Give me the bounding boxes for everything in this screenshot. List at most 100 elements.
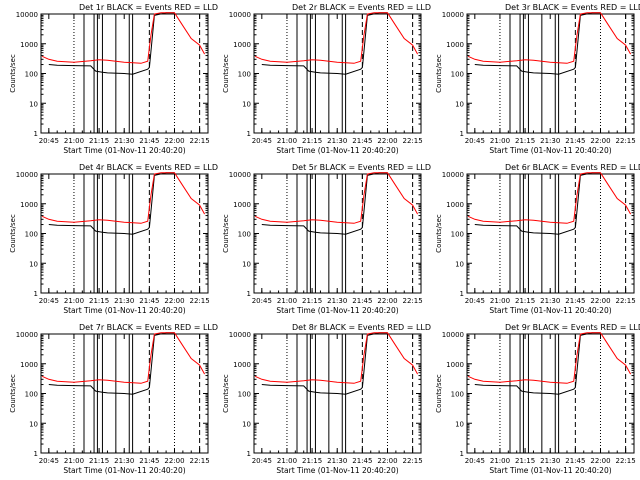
x-tick-label: 21:45: [139, 457, 159, 465]
y-tick-label: 100: [451, 231, 464, 239]
x-tick-label: 20:45: [465, 457, 485, 465]
y-tick-label: 10: [242, 100, 251, 108]
x-tick-label: 21:45: [565, 137, 585, 145]
y-tick-label: 1: [34, 450, 38, 458]
x-tick-label: 21:15: [89, 137, 109, 145]
y-tick-label: 10000: [229, 331, 251, 339]
y-tick-label: 10: [29, 260, 38, 268]
x-tick-label: 21:15: [302, 297, 322, 305]
panel-4: Det 4r BLACK = Events RED = LLD 1 10 100 100…: [9, 163, 218, 315]
y-tick-label: 1000: [233, 361, 251, 369]
x-tick-label: 21:00: [490, 297, 510, 305]
y-tick-label: 100: [25, 71, 38, 79]
x-tick-label: 21:45: [139, 297, 159, 305]
x-tick-label: 22:00: [590, 137, 610, 145]
series-events: [474, 172, 601, 235]
y-tick-label: 10: [455, 100, 464, 108]
x-tick-label: 21:15: [302, 457, 322, 465]
x-tick-label: 22:00: [164, 137, 184, 145]
x-tick-label: 21:30: [327, 297, 347, 305]
x-tick-label: 20:45: [39, 457, 59, 465]
y-axis-label: Counts/sec: [9, 374, 17, 413]
series-lld: [254, 172, 419, 224]
panel-5: Det 5r BLACK = Events RED = LLD 1 10 100 100…: [222, 163, 431, 315]
x-axis-label: Start Time (01-Nov-11 20:40:20): [63, 306, 185, 315]
x-tick-label: 22:15: [403, 457, 423, 465]
panel-3: Det 3r BLACK = Events RED = LLD 1 10 100 100…: [435, 3, 640, 155]
series-lld: [254, 332, 419, 384]
series-lld: [41, 12, 206, 64]
panel-1: Det 1r BLACK = Events RED = LLD 1 10 100 100…: [9, 3, 218, 155]
y-tick-label: 10: [242, 420, 251, 428]
panel-2: Det 2r BLACK = Events RED = LLD 1 10 100 100…: [222, 3, 431, 155]
series-lld: [41, 172, 206, 224]
y-tick-label: 1000: [20, 361, 38, 369]
y-tick-label: 1: [34, 290, 38, 298]
x-tick-label: 21:45: [565, 297, 585, 305]
series-events: [261, 332, 388, 395]
x-tick-label: 21:45: [139, 137, 159, 145]
panel-6: Det 6r BLACK = Events RED = LLD 1 10 100 100…: [435, 163, 640, 315]
series-lld: [41, 332, 206, 384]
panel-title: Det 6r BLACK = Events RED = LLD: [505, 163, 640, 172]
y-axis-label: Counts/sec: [222, 214, 230, 253]
x-tick-label: 22:15: [190, 137, 210, 145]
y-tick-label: 1000: [446, 361, 464, 369]
y-tick-label: 100: [238, 71, 251, 79]
y-tick-label: 1: [247, 290, 251, 298]
y-tick-label: 10000: [229, 171, 251, 179]
y-tick-label: 1000: [233, 201, 251, 209]
panel-title: Det 9r BLACK = Events RED = LLD: [505, 323, 640, 332]
x-tick-label: 21:00: [490, 137, 510, 145]
x-tick-label: 20:45: [252, 297, 272, 305]
y-tick-label: 100: [451, 71, 464, 79]
panel-title: Det 8r BLACK = Events RED = LLD: [292, 323, 431, 332]
x-axis-label: Start Time (01-Nov-11 20:40:20): [276, 146, 398, 155]
x-axis-label: Start Time (01-Nov-11 20:40:20): [276, 466, 398, 475]
panel-title: Det 2r BLACK = Events RED = LLD: [292, 3, 431, 12]
x-tick-label: 21:45: [352, 137, 372, 145]
y-tick-label: 10: [242, 260, 251, 268]
x-tick-label: 20:45: [465, 137, 485, 145]
x-tick-label: 21:15: [515, 297, 535, 305]
y-axis-label: Counts/sec: [435, 54, 443, 93]
x-tick-label: 22:15: [403, 297, 423, 305]
y-tick-label: 10000: [229, 11, 251, 19]
y-tick-label: 10: [29, 100, 38, 108]
x-tick-label: 22:00: [377, 297, 397, 305]
x-tick-label: 22:00: [377, 137, 397, 145]
series-events: [48, 332, 175, 395]
y-tick-label: 1000: [446, 41, 464, 49]
x-tick-label: 21:30: [114, 457, 134, 465]
y-axis-label: Counts/sec: [435, 214, 443, 253]
x-tick-label: 20:45: [39, 137, 59, 145]
y-tick-label: 1: [460, 450, 464, 458]
y-tick-label: 10: [455, 260, 464, 268]
x-tick-label: 21:30: [540, 137, 560, 145]
y-tick-label: 10000: [442, 171, 464, 179]
x-axis-label: Start Time (01-Nov-11 20:40:20): [63, 146, 185, 155]
y-tick-label: 1000: [20, 201, 38, 209]
panel-title: Det 5r BLACK = Events RED = LLD: [292, 163, 431, 172]
y-tick-label: 100: [25, 231, 38, 239]
x-tick-label: 21:45: [565, 457, 585, 465]
series-lld: [467, 172, 632, 224]
x-tick-label: 22:15: [190, 297, 210, 305]
y-tick-label: 10: [455, 420, 464, 428]
x-tick-label: 22:15: [616, 137, 636, 145]
panel-title: Det 4r BLACK = Events RED = LLD: [79, 163, 218, 172]
y-tick-label: 100: [238, 391, 251, 399]
x-tick-label: 21:00: [64, 137, 84, 145]
y-axis-label: Counts/sec: [9, 214, 17, 253]
x-tick-label: 20:45: [465, 297, 485, 305]
series-lld: [467, 12, 632, 64]
x-tick-label: 20:45: [39, 297, 59, 305]
x-tick-label: 22:00: [164, 457, 184, 465]
series-events: [261, 12, 388, 75]
series-lld: [254, 12, 419, 64]
x-tick-label: 22:15: [403, 137, 423, 145]
y-tick-label: 10000: [16, 331, 38, 339]
y-axis-label: Counts/sec: [222, 54, 230, 93]
x-tick-label: 21:00: [277, 137, 297, 145]
